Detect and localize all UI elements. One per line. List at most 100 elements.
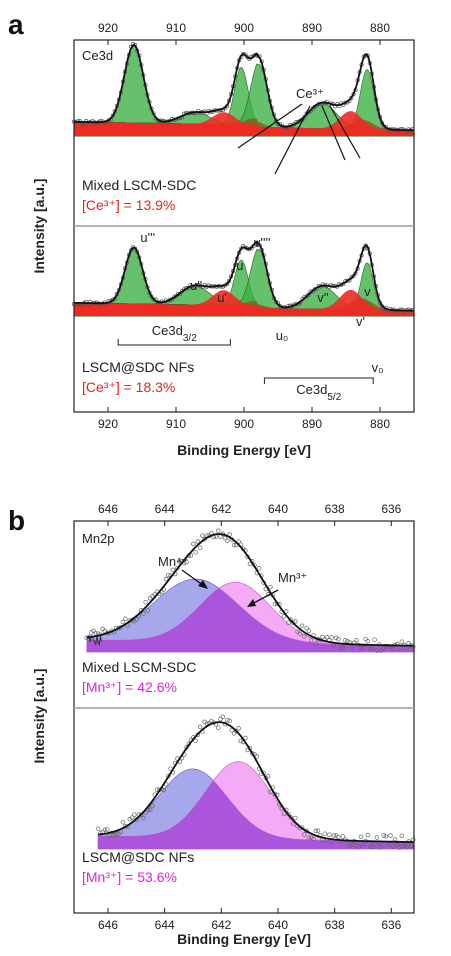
data-point (297, 631, 303, 636)
panel-a-ylabel: Intensity [a.u.] (31, 179, 47, 274)
data-point (141, 611, 146, 616)
mn3-annotation: Mn³⁺ (278, 570, 307, 585)
data-point (408, 843, 414, 849)
data-point (288, 815, 294, 820)
data-point (351, 273, 356, 279)
panel-a-xlabel: Binding Energy [eV] (177, 442, 311, 458)
x-tick-label: 640 (268, 918, 288, 932)
data-point (399, 833, 405, 839)
data-point (256, 566, 262, 571)
data-point (349, 842, 355, 847)
panel-b-ylabel: Intensity [a.u.] (31, 669, 47, 764)
x-tick-label-top: 636 (381, 502, 401, 516)
data-point (107, 833, 112, 838)
panel-a-region-label: Ce3d (82, 48, 113, 63)
data-point (320, 634, 325, 640)
x-tick-label: 642 (211, 918, 231, 932)
data-point (251, 53, 256, 58)
data-point (243, 735, 248, 741)
data-point (93, 630, 99, 636)
data-point (358, 645, 364, 651)
data-point (218, 716, 223, 722)
peak-label: u₀ (276, 328, 289, 343)
data-point (306, 835, 312, 840)
data-point (358, 834, 364, 840)
x-tick-label-top: 920 (98, 21, 118, 35)
panel-b-bottom-ratio: [Mn³⁺] = 53.6% (82, 869, 177, 885)
data-point (379, 648, 384, 653)
data-point (286, 620, 291, 625)
data-point (293, 619, 298, 624)
panel-b-ticks: 646 646 644 644 642 642 640 640 638 638 636 636 (98, 502, 402, 932)
data-point (231, 731, 237, 736)
data-point (231, 542, 237, 548)
data-point (129, 815, 135, 820)
data-point (134, 617, 139, 622)
data-point (236, 726, 241, 731)
panel-a-top-sample: Mixed LSCM-SDC (82, 177, 196, 193)
data-point (133, 246, 138, 251)
data-point (225, 717, 230, 723)
data-point (195, 539, 201, 544)
bracket-label: Ce3d3/2 (152, 323, 197, 344)
data-point (331, 833, 337, 838)
data-point (120, 619, 126, 625)
data-point (202, 537, 207, 542)
panel-b-plot (84, 528, 416, 850)
ce3d-fit-envelope (74, 44, 414, 132)
data-point (299, 623, 305, 628)
data-point (141, 815, 146, 821)
panel-b-top-sample: Mixed LSCM-SDC (82, 659, 196, 675)
data-point (170, 567, 176, 573)
x-tick-label-top: 642 (211, 502, 231, 516)
data-point (222, 535, 228, 541)
data-point (296, 119, 301, 124)
data-point (370, 844, 375, 850)
panel-a-bottom-sample: LSCM@SDC NFs (82, 359, 194, 375)
data-point (349, 645, 355, 650)
data-point (313, 641, 318, 646)
x-tick-label-top: 640 (268, 502, 288, 516)
data-point (356, 844, 362, 849)
peak-label: v'' (317, 290, 328, 305)
data-point (239, 246, 244, 251)
data-point (111, 832, 117, 838)
data-point (268, 584, 273, 590)
ce3-arrows (237, 103, 361, 175)
ce3-peak-component (74, 289, 414, 316)
peak-label: u' (217, 290, 227, 305)
data-point (354, 843, 359, 849)
data-point (227, 718, 232, 724)
data-point (268, 789, 273, 795)
ce3d-subplot-nfs (71, 240, 415, 317)
panel-a-letter: a (8, 9, 24, 40)
data-point (225, 538, 230, 544)
data-point (390, 646, 396, 651)
data-point (290, 620, 296, 626)
data-point (104, 827, 110, 832)
peak-label: u (236, 258, 243, 273)
panel-b-region-label: Mn2p (82, 531, 115, 546)
panel-b-xlabel: Binding Energy [eV] (177, 931, 311, 947)
x-tick-label: 644 (155, 918, 175, 932)
data-point (340, 834, 346, 839)
data-point (238, 738, 244, 744)
peak-label: u''' (140, 230, 155, 245)
x-tick-label: 890 (302, 417, 322, 431)
bracket (263, 377, 374, 384)
data-point (293, 815, 298, 821)
data-point (374, 648, 380, 653)
data-point (191, 541, 196, 547)
mn-overlap-region (98, 780, 414, 849)
data-point (302, 634, 307, 639)
data-point (281, 614, 287, 619)
data-point (365, 638, 371, 644)
data-point (370, 645, 375, 651)
x-tick-label: 638 (325, 918, 345, 932)
panel-b-frame (73, 520, 415, 914)
data-point (265, 774, 271, 779)
x-tick-label-top: 910 (166, 21, 186, 35)
data-point (397, 845, 402, 850)
mn4-annotation: Mn⁴⁺ (158, 554, 189, 569)
panel-a-brackets: Ce3d3/2 Ce3d5/2 (117, 323, 374, 403)
